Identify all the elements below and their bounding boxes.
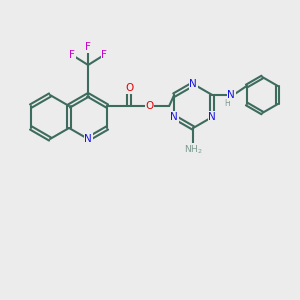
Text: N: N [208, 112, 216, 122]
Text: F: F [101, 50, 107, 60]
Text: NH$_2$: NH$_2$ [184, 144, 203, 156]
Text: F: F [85, 42, 91, 52]
Text: O: O [125, 83, 133, 93]
Text: N: N [227, 90, 235, 100]
Text: O: O [145, 101, 153, 111]
Text: F: F [69, 50, 75, 60]
Text: N: N [189, 79, 197, 89]
Text: N: N [84, 134, 92, 144]
Text: H: H [224, 98, 230, 107]
Text: N: N [170, 112, 178, 122]
